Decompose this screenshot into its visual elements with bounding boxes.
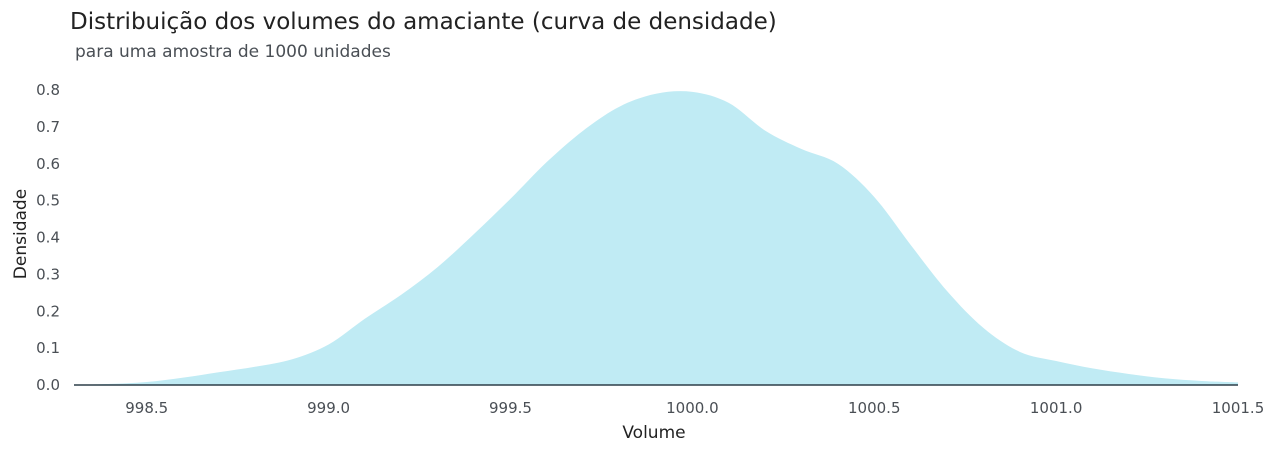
x-tick-label: 999.5: [489, 399, 532, 417]
y-tick-label: 0.7: [36, 118, 60, 136]
chart-subtitle: para uma amostra de 1000 unidades: [75, 42, 391, 62]
y-tick-label: 0.2: [36, 302, 60, 320]
x-tick-label: 1001.0: [1030, 399, 1083, 417]
x-tick-label: 998.5: [125, 399, 168, 417]
y-tick-labels: 0.0 0.1 0.2 0.3 0.4 0.5 0.6 0.7 0.8: [36, 81, 60, 394]
density-area: [74, 91, 1238, 385]
y-tick-label: 0.3: [36, 265, 60, 283]
x-tick-label: 1000.0: [666, 399, 719, 417]
y-tick-label: 0.0: [36, 376, 60, 394]
chart-title: Distribuição dos volumes do amaciante (c…: [70, 9, 777, 35]
x-axis-label: Volume: [622, 423, 685, 443]
x-tick-labels: 998.5 999.0 999.5 1000.0 1000.5 1001.0 1001.5: [125, 399, 1264, 417]
y-tick-label: 0.5: [36, 192, 60, 210]
y-tick-label: 0.8: [36, 81, 60, 99]
x-tick-label: 999.0: [307, 399, 350, 417]
x-tick-label: 1001.5: [1212, 399, 1265, 417]
y-axis-label: Densidade: [11, 189, 31, 279]
y-tick-label: 0.1: [36, 339, 60, 357]
y-tick-label: 0.6: [36, 155, 60, 173]
y-tick-label: 0.4: [36, 229, 60, 247]
x-tick-label: 1000.5: [848, 399, 901, 417]
